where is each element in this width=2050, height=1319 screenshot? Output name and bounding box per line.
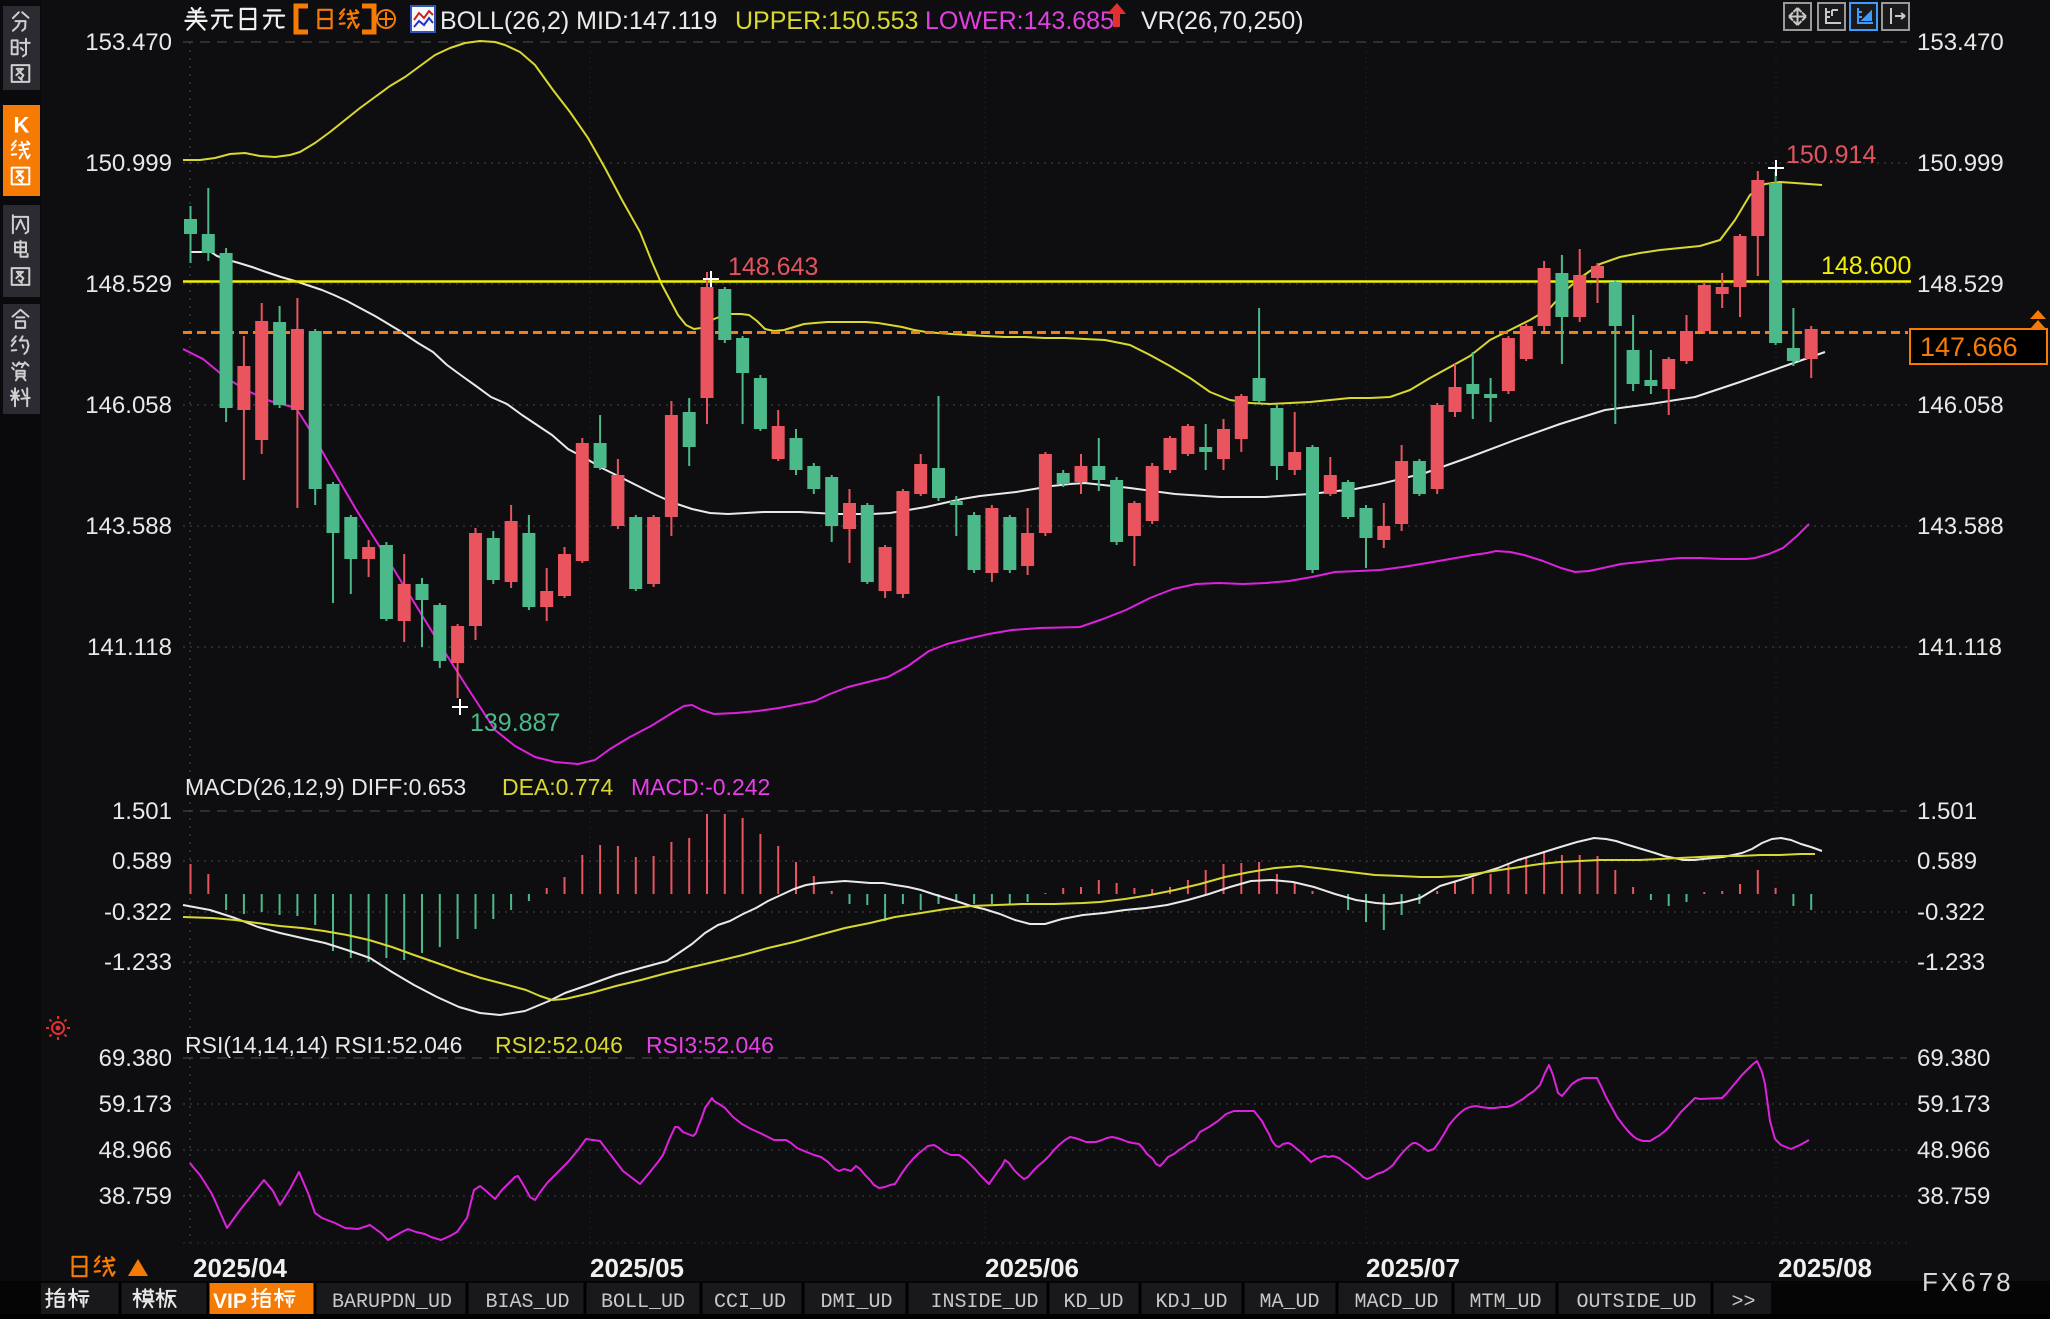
svg-text:K: K — [14, 113, 30, 138]
svg-text:0.589: 0.589 — [112, 848, 172, 875]
svg-text:MACD(26,12,9) DIFF:0.653: MACD(26,12,9) DIFF:0.653 — [185, 774, 466, 800]
svg-text:59.173: 59.173 — [99, 1091, 172, 1118]
svg-text:69.380: 69.380 — [99, 1045, 172, 1072]
svg-text:150.914: 150.914 — [1786, 141, 1876, 169]
svg-text:146.058: 146.058 — [1917, 392, 2004, 419]
svg-text:2025/08: 2025/08 — [1778, 1253, 1872, 1283]
svg-text:MACD:-0.242: MACD:-0.242 — [631, 774, 770, 800]
svg-text:0.589: 0.589 — [1917, 848, 1977, 875]
svg-text:OUTSIDE_UD: OUTSIDE_UD — [1576, 1291, 1696, 1314]
svg-text:-1.233: -1.233 — [104, 949, 172, 976]
svg-text:DMI_UD: DMI_UD — [820, 1291, 892, 1314]
svg-text:38.759: 38.759 — [1917, 1183, 1990, 1210]
svg-text:146.058: 146.058 — [85, 392, 172, 419]
svg-text:150.999: 150.999 — [1917, 150, 2004, 177]
svg-text:143.588: 143.588 — [85, 513, 172, 540]
svg-text:1.501: 1.501 — [1917, 798, 1977, 825]
svg-text:148.529: 148.529 — [85, 271, 172, 298]
svg-text:KD_UD: KD_UD — [1063, 1291, 1123, 1314]
svg-text:59.173: 59.173 — [1917, 1091, 1990, 1118]
svg-text:48.966: 48.966 — [99, 1137, 172, 1164]
svg-text:1.501: 1.501 — [112, 798, 172, 825]
svg-text:BARUPDN_UD: BARUPDN_UD — [332, 1291, 452, 1314]
svg-text:143.588: 143.588 — [1917, 513, 2004, 540]
svg-text:BIAS_UD: BIAS_UD — [485, 1291, 569, 1314]
svg-text:BOLL(26,2) MID:147.119: BOLL(26,2) MID:147.119 — [440, 7, 717, 35]
svg-text:RSI3:52.046: RSI3:52.046 — [646, 1032, 774, 1058]
svg-text:DEA:0.774: DEA:0.774 — [502, 774, 613, 800]
svg-text:48.966: 48.966 — [1917, 1137, 1990, 1164]
svg-text:153.470: 153.470 — [1917, 29, 2004, 56]
svg-text:MACD_UD: MACD_UD — [1354, 1291, 1438, 1314]
svg-text:LOWER:143.685: LOWER:143.685 — [925, 7, 1114, 35]
svg-text:139.887: 139.887 — [470, 709, 560, 737]
svg-text:-0.322: -0.322 — [1917, 899, 1985, 926]
svg-text:147.666: 147.666 — [1920, 332, 2018, 362]
svg-text:FX678: FX678 — [1922, 1267, 2014, 1297]
svg-text:RSI2:52.046: RSI2:52.046 — [495, 1032, 623, 1058]
svg-text:148.600: 148.600 — [1821, 252, 1911, 280]
svg-text:MTM_UD: MTM_UD — [1469, 1291, 1541, 1314]
svg-text:UPPER:150.553: UPPER:150.553 — [735, 7, 918, 35]
svg-text:148.529: 148.529 — [1917, 271, 2004, 298]
svg-text:38.759: 38.759 — [99, 1183, 172, 1210]
svg-text:BOLL_UD: BOLL_UD — [601, 1291, 685, 1314]
svg-text:KDJ_UD: KDJ_UD — [1155, 1291, 1227, 1314]
svg-text:-1.233: -1.233 — [1917, 949, 1985, 976]
svg-text:-0.322: -0.322 — [104, 899, 172, 926]
svg-text:141.118: 141.118 — [1917, 634, 2002, 661]
svg-text:VR(26,70,250): VR(26,70,250) — [1141, 7, 1304, 35]
svg-text:2025/04: 2025/04 — [193, 1253, 288, 1283]
svg-text:148.643: 148.643 — [728, 253, 818, 281]
svg-text:VIP: VIP — [213, 1290, 247, 1313]
svg-text:153.470: 153.470 — [85, 29, 172, 56]
svg-text:2025/05: 2025/05 — [590, 1253, 684, 1283]
svg-text:69.380: 69.380 — [1917, 1045, 1990, 1072]
svg-text:141.118: 141.118 — [87, 634, 172, 661]
svg-text:2025/06: 2025/06 — [985, 1253, 1079, 1283]
svg-text:150.999: 150.999 — [85, 150, 172, 177]
svg-text:RSI(14,14,14) RSI1:52.046: RSI(14,14,14) RSI1:52.046 — [185, 1032, 462, 1058]
svg-text:MA_UD: MA_UD — [1259, 1291, 1319, 1314]
svg-text:INSIDE_UD: INSIDE_UD — [930, 1291, 1038, 1314]
svg-text:>>: >> — [1731, 1291, 1755, 1314]
svg-text:CCI_UD: CCI_UD — [714, 1291, 786, 1314]
svg-text:2025/07: 2025/07 — [1366, 1253, 1460, 1283]
